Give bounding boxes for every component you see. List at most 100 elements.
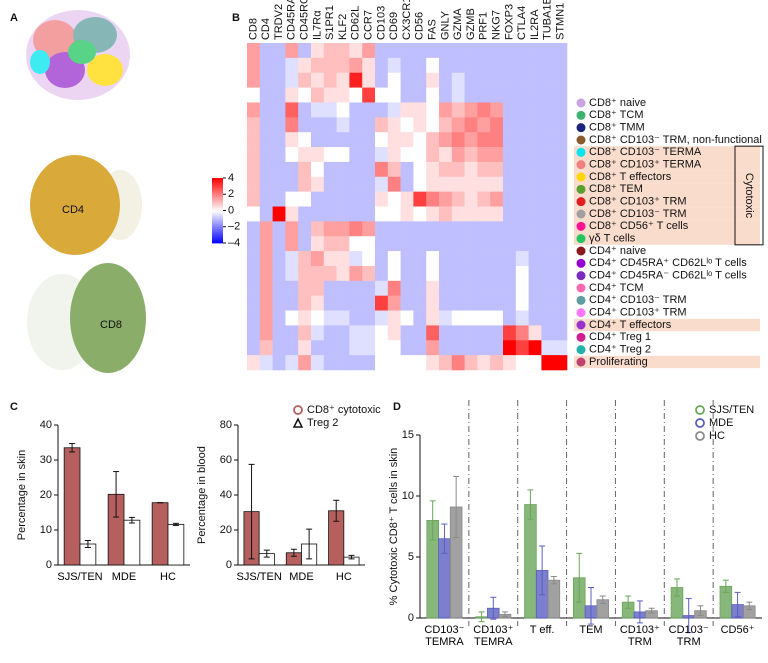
row-highlight bbox=[574, 195, 760, 208]
heatmap-cell bbox=[490, 147, 504, 163]
heatmap-cell bbox=[247, 355, 261, 371]
heatmap-cell bbox=[387, 161, 401, 178]
heatmap-cell bbox=[311, 176, 325, 192]
heatmap-cell bbox=[298, 102, 312, 118]
heatmap-cell bbox=[336, 340, 350, 356]
colorbar-step bbox=[212, 207, 223, 210]
heatmap-cell bbox=[439, 206, 453, 222]
heatmap-cell bbox=[362, 72, 376, 88]
heatmap-cell bbox=[515, 310, 529, 326]
heatmap-cell bbox=[477, 147, 491, 163]
heatmap-cell bbox=[451, 43, 465, 59]
heatmap-cell bbox=[413, 102, 427, 118]
colorbar-step bbox=[212, 199, 223, 202]
heatmap-cell bbox=[272, 295, 286, 311]
heatmap-cell bbox=[259, 325, 273, 341]
heatmap-cell bbox=[247, 147, 261, 163]
heatmap-cell bbox=[336, 295, 350, 311]
panel-label: D bbox=[393, 401, 401, 413]
colorbar-step bbox=[212, 230, 223, 233]
heatmap-cell bbox=[413, 221, 427, 237]
heatmap-cell bbox=[285, 132, 299, 148]
heatmap-cell bbox=[464, 310, 478, 326]
heatmap-cell bbox=[528, 117, 542, 133]
heatmap-cell bbox=[311, 325, 325, 341]
heatmap-cell bbox=[528, 221, 542, 237]
row-label: CD4⁺ T effectors bbox=[589, 319, 672, 331]
colorbar-step bbox=[212, 217, 223, 220]
heatmap-cell bbox=[272, 102, 286, 118]
heatmap-cell bbox=[259, 221, 273, 237]
heatmap-cell bbox=[515, 206, 529, 222]
heatmap-cell bbox=[349, 265, 363, 282]
heatmap-cell bbox=[503, 221, 517, 237]
heatmap-cell bbox=[336, 43, 350, 59]
legend-marker bbox=[695, 431, 705, 441]
heatmap-cell bbox=[259, 102, 273, 118]
row-label: CD4⁺ naive bbox=[589, 245, 646, 257]
row-color bbox=[576, 271, 586, 281]
heatmap-cell bbox=[528, 206, 542, 222]
heatmap-cell bbox=[323, 355, 337, 371]
column-label: GZMA bbox=[452, 8, 464, 40]
heatmap-cell bbox=[247, 161, 261, 178]
row-color bbox=[576, 234, 586, 244]
heatmap-cell bbox=[272, 206, 286, 222]
bar bbox=[167, 524, 185, 566]
heatmap-cell bbox=[451, 191, 465, 207]
heatmap-cell bbox=[541, 265, 555, 282]
row-color bbox=[576, 147, 586, 157]
heatmap-cell bbox=[349, 251, 363, 267]
heatmap-cell bbox=[336, 265, 350, 282]
umap-label: CD4 bbox=[62, 204, 84, 216]
heatmap-cell bbox=[349, 147, 363, 163]
heatmap-cell bbox=[311, 265, 325, 282]
heatmap-cell bbox=[323, 206, 337, 222]
heatmap-cell bbox=[490, 102, 504, 118]
row-label: CD8⁺ CD56⁺ T cells bbox=[589, 220, 689, 232]
heatmap-cell bbox=[272, 57, 286, 74]
heatmap-cell bbox=[554, 43, 568, 59]
heatmap-cell bbox=[285, 265, 299, 282]
heatmap-cell bbox=[439, 72, 453, 88]
panel-label: A bbox=[10, 12, 18, 24]
heatmap-cell bbox=[311, 206, 325, 222]
umap-top bbox=[26, 10, 130, 100]
heatmap-cell bbox=[362, 161, 376, 178]
heatmap-cell bbox=[285, 102, 299, 118]
heatmap-cell bbox=[490, 43, 504, 59]
heatmap-cell bbox=[477, 295, 491, 311]
row-label: CD8⁺ CD103⁻ TRM bbox=[589, 208, 687, 220]
heatmap-cell bbox=[285, 117, 299, 133]
heatmap-cell bbox=[528, 43, 542, 59]
column-label: GZMB bbox=[465, 8, 477, 40]
heatmap-cell bbox=[528, 102, 542, 118]
heatmap-cell bbox=[554, 340, 568, 356]
colorbar-step bbox=[212, 241, 223, 244]
x-tick-label: CD56⁺ bbox=[720, 624, 755, 636]
heatmap-cell bbox=[490, 236, 504, 252]
heatmap-cell bbox=[490, 57, 504, 74]
heatmap-cell bbox=[477, 340, 491, 356]
heatmap-cell bbox=[247, 87, 261, 103]
heatmap-cell bbox=[490, 325, 504, 341]
y-tick-label: 60 bbox=[220, 454, 232, 466]
row-color bbox=[576, 295, 586, 305]
heatmap-cell bbox=[285, 310, 299, 326]
colorbar-tick-label: 0 bbox=[228, 204, 234, 216]
row-label: CD8⁺ CD103⁺ TERMA bbox=[589, 159, 702, 171]
heatmap-cell bbox=[285, 295, 299, 311]
heatmap-cell bbox=[247, 117, 261, 133]
colorbar-tick-label: –2 bbox=[228, 221, 240, 233]
colorbar-step bbox=[212, 234, 223, 237]
colorbar-step bbox=[212, 226, 223, 229]
heatmap-cell bbox=[490, 280, 504, 296]
colorbar-step bbox=[212, 238, 223, 241]
heatmap-cell bbox=[336, 147, 350, 163]
heatmap-cell bbox=[259, 161, 273, 178]
y-tick-label: 20 bbox=[220, 524, 232, 536]
heatmap-cell bbox=[451, 176, 465, 192]
heatmap-cell bbox=[375, 221, 389, 237]
heatmap-cell bbox=[490, 310, 504, 326]
heatmap-cell bbox=[247, 280, 261, 296]
